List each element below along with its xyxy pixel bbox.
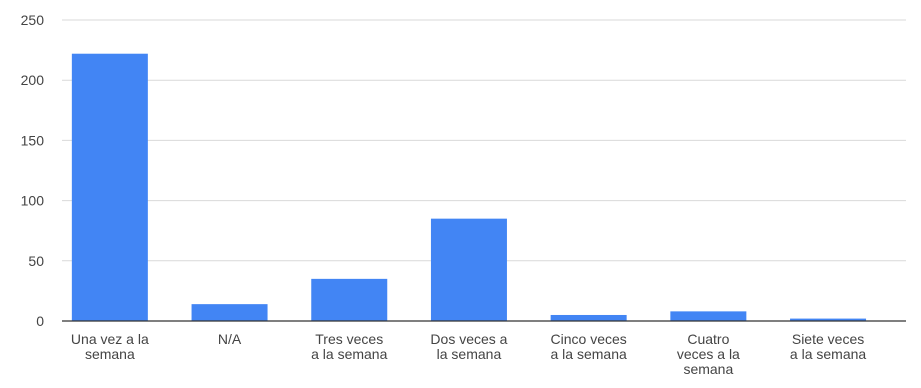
y-axis-ticks: 0 50 100 150 200 250 (21, 12, 45, 329)
x-tick-label: Dos veces a la semana (430, 331, 507, 362)
x-tick-label: N/A (218, 331, 242, 347)
x-tick-label-line: la semana (437, 346, 502, 362)
x-tick-label-line: Tres veces (315, 331, 383, 347)
x-tick-label: Siete veces a la semana (790, 331, 866, 362)
x-tick-label-line: N/A (218, 331, 242, 347)
y-tick-label: 50 (28, 253, 44, 269)
x-tick-label: Cuatro veces a la semana (677, 331, 740, 377)
y-tick-label: 150 (21, 132, 45, 148)
x-tick-label-line: veces a la (677, 346, 740, 362)
y-tick-label: 200 (21, 72, 45, 88)
x-tick-label-line: Siete veces (792, 331, 864, 347)
x-tick-label: Cinco veces a la semana (551, 331, 627, 362)
x-tick-label-line: semana (683, 361, 733, 377)
x-tick-label-line: a la semana (311, 346, 387, 362)
bar (430, 218, 507, 321)
bar (670, 311, 747, 321)
bar (790, 318, 867, 321)
bar (550, 314, 627, 321)
bars (71, 53, 867, 321)
bar (71, 53, 148, 321)
x-tick-label-line: Cuatro (687, 331, 729, 347)
bar (191, 304, 268, 321)
bar (311, 278, 388, 321)
x-tick-label-line: a la semana (790, 346, 866, 362)
y-tick-label: 250 (21, 12, 45, 28)
gridlines (62, 19, 906, 262)
y-tick-label: 0 (36, 313, 44, 329)
x-tick-label: Una vez a la semana (71, 331, 149, 362)
x-tick-label-line: Una vez a la (71, 331, 149, 347)
y-tick-label: 100 (21, 193, 45, 209)
x-tick-label-line: a la semana (551, 346, 627, 362)
x-tick-label-line: Dos veces a (430, 331, 507, 347)
x-tick-label: Tres veces a la semana (311, 331, 387, 362)
x-tick-label-line: Cinco veces (551, 331, 627, 347)
x-tick-label-line: semana (85, 346, 135, 362)
